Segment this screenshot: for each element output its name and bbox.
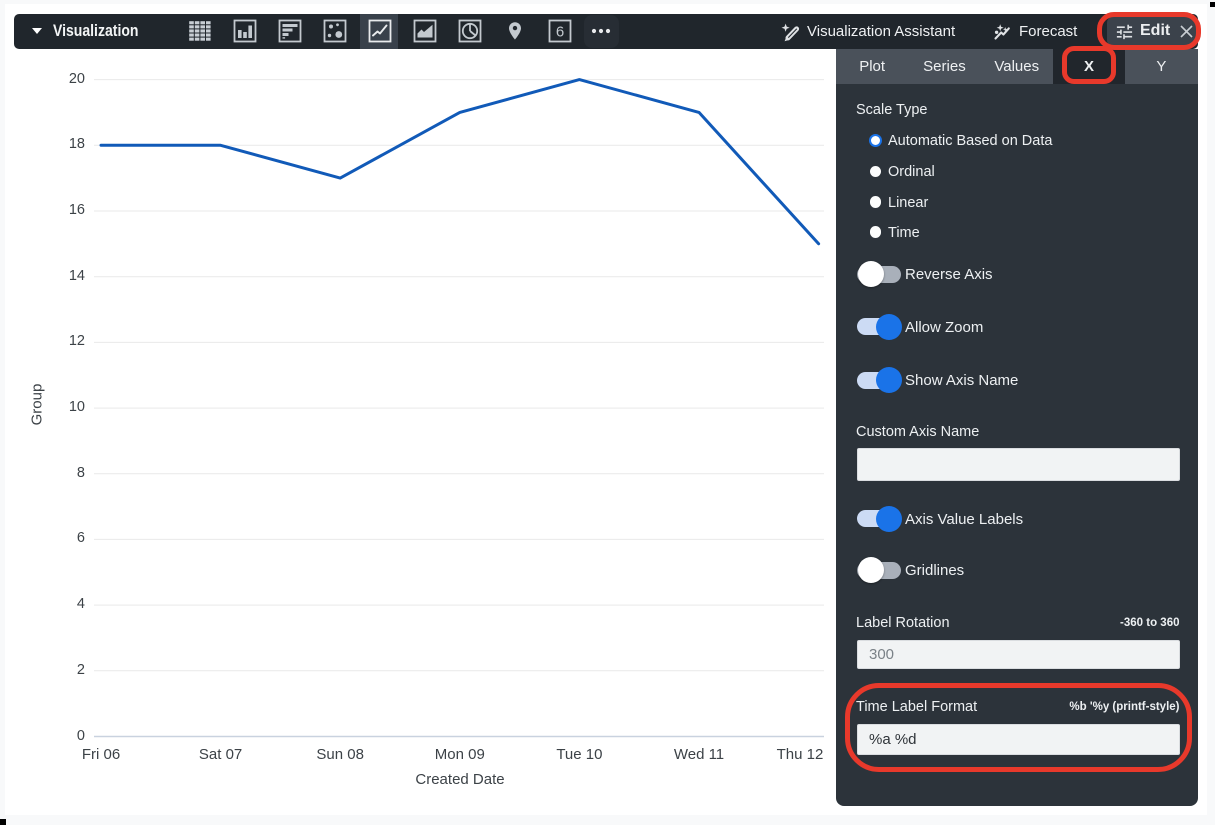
svg-text:6: 6 [556,24,564,41]
